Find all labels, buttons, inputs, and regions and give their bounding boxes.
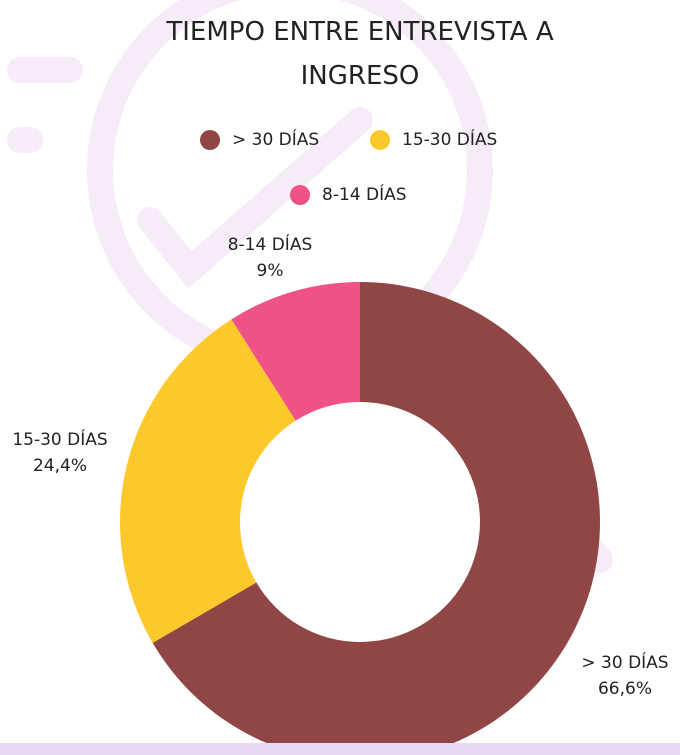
legend-label: > 30 DÍAS (232, 128, 319, 150)
legend-marker (370, 130, 390, 150)
legend-label: 8-14 DÍAS (322, 183, 407, 205)
data-label-value: 66,6% (598, 679, 652, 699)
legend-marker (200, 130, 220, 150)
data-label-category: 8-14 DÍAS (228, 233, 313, 255)
chart-title: TIEMPO ENTRE ENTREVISTA A INGRESO (140, 10, 580, 98)
legend-label: 15-30 DÍAS (402, 128, 497, 150)
data-label-category: 15-30 DÍAS (12, 428, 107, 450)
data-label-category: > 30 DÍAS (581, 651, 668, 673)
legend-marker (290, 185, 310, 205)
data-label-value: 9% (257, 261, 284, 281)
chart: > 30 DÍAS 66,6% 15-30 DÍAS 24,4% 8-14 DÍAS 9%… (0, 0, 680, 755)
data-label-value: 24,4% (33, 456, 87, 476)
page: > 30 DÍAS 66,6% 15-30 DÍAS 24,4% 8-14 DÍAS 9%… (0, 0, 680, 755)
bottom-band (0, 743, 680, 755)
donut (120, 282, 600, 755)
